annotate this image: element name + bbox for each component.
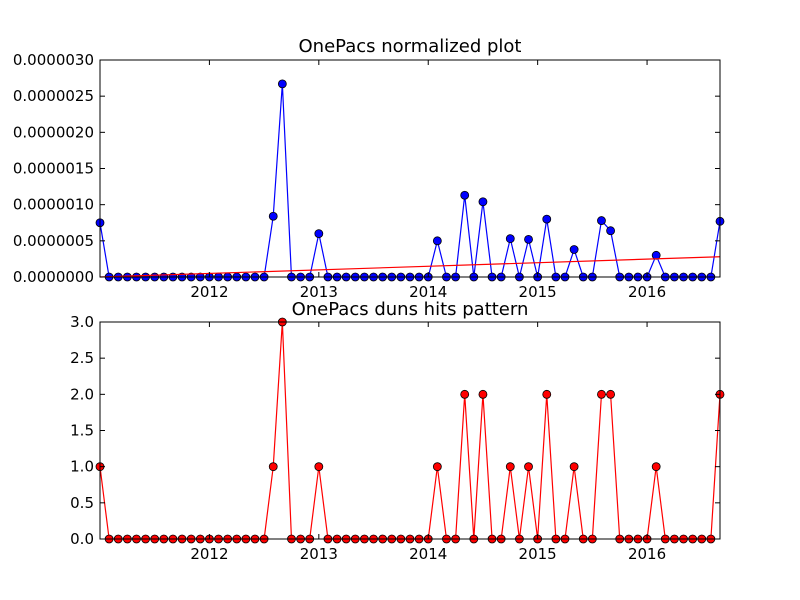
duns-hits-panel: OnePacs duns hits pattern 0.0 0.5 1.0 1.5 2.… xyxy=(70,299,725,563)
x-tick-label: 2015 xyxy=(519,545,557,563)
data-point xyxy=(432,236,442,246)
data-point xyxy=(651,462,661,472)
axis-ticks: 0.0 0.5 1.0 1.5 2.0 2.5 3.0 2012 2013 2014 2015 201… xyxy=(70,313,720,563)
y-tick-label: 0.0000020 xyxy=(13,123,94,141)
data-point xyxy=(597,389,606,399)
data-point xyxy=(478,197,488,207)
x-tick-label: 2015 xyxy=(519,283,557,301)
x-tick-label: 2012 xyxy=(190,283,228,301)
y-tick-label: 0.0000025 xyxy=(13,87,94,105)
data-point xyxy=(460,190,470,200)
chart-title: OnePacs duns hits pattern xyxy=(292,299,529,320)
data-point xyxy=(314,229,324,239)
y-tick-label: 2.0 xyxy=(70,385,94,403)
data-point xyxy=(524,234,533,244)
x-tick-label: 2013 xyxy=(300,283,338,301)
y-tick-label: 2.5 xyxy=(70,349,94,367)
data-point xyxy=(524,462,533,472)
y-tick-label: 0.0 xyxy=(70,530,94,548)
x-tick-label: 2016 xyxy=(628,545,666,563)
data-point xyxy=(478,389,488,399)
y-tick-label: 3.0 xyxy=(70,313,94,331)
data-point xyxy=(606,389,615,399)
data-point xyxy=(542,389,552,399)
x-tick-label: 2012 xyxy=(190,545,228,563)
plot-area xyxy=(95,79,725,282)
series-line xyxy=(99,83,721,278)
data-point xyxy=(460,389,470,399)
data-point xyxy=(606,226,615,236)
plot-area xyxy=(95,317,725,544)
axes-frame xyxy=(99,59,721,278)
data-point xyxy=(505,462,515,472)
data-point xyxy=(651,250,661,260)
x-tick-label: 2013 xyxy=(300,545,338,563)
x-tick-label: 2014 xyxy=(409,283,447,301)
axis-ticks: 0.0000000 0.0000005 0.0000010 0.0000015 0.00… xyxy=(13,51,720,301)
y-tick-label: 0.0000030 xyxy=(13,51,94,69)
trend-line xyxy=(99,256,721,278)
data-point xyxy=(268,462,278,472)
series-line xyxy=(99,321,721,540)
data-point xyxy=(542,214,552,224)
y-tick-label: 0.0000015 xyxy=(13,160,94,178)
data-point xyxy=(597,216,606,225)
data-point xyxy=(505,234,515,244)
y-tick-label: 1.0 xyxy=(70,458,94,476)
y-tick-label: 0.0000010 xyxy=(13,196,94,214)
y-tick-label: 0.0000005 xyxy=(13,232,94,250)
x-tick-label: 2016 xyxy=(628,283,666,301)
y-tick-label: 0.5 xyxy=(70,494,94,512)
axes-frame xyxy=(99,321,721,540)
data-point xyxy=(432,462,442,472)
y-tick-label: 1.5 xyxy=(70,422,94,440)
data-point xyxy=(268,211,278,221)
data-point xyxy=(569,462,579,472)
y-tick-label: 0.0000000 xyxy=(13,268,94,286)
data-point xyxy=(314,462,324,472)
x-tick-label: 2014 xyxy=(409,545,447,563)
normalized-plot-panel: OnePacs normalized plot 0.00000000.00000… xyxy=(13,36,725,301)
data-point xyxy=(277,79,287,89)
chart-title: OnePacs normalized plot xyxy=(299,36,522,57)
data-point xyxy=(569,245,579,254)
